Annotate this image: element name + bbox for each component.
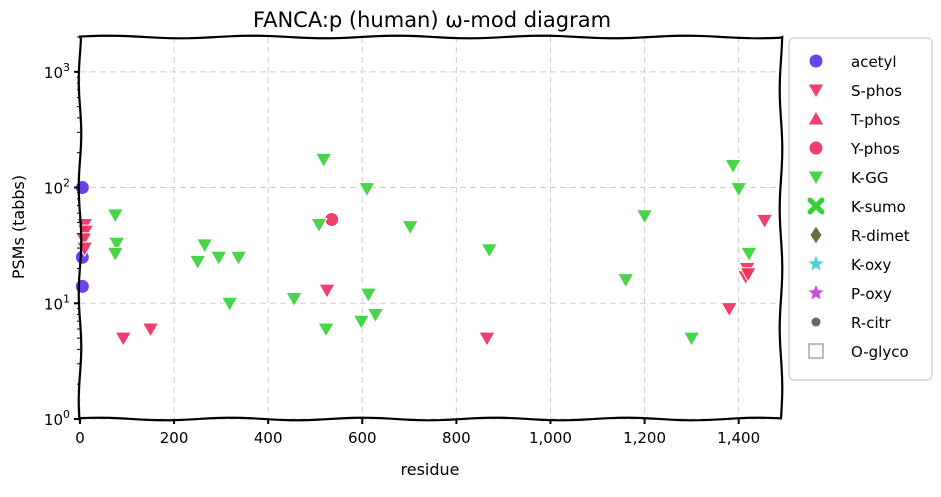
legend-label: K-oxy — [851, 256, 892, 274]
x-tick-label: 800 — [442, 429, 471, 447]
legend-marker — [808, 140, 824, 156]
x-tick-label: 1,000 — [529, 429, 572, 447]
data-point — [188, 254, 207, 271]
data-point — [366, 307, 385, 324]
data-point — [682, 331, 701, 348]
data-point — [720, 302, 739, 318]
legend-marker — [807, 197, 825, 215]
data-point — [107, 236, 126, 253]
legend-marker — [807, 170, 825, 187]
legend-label: T-phos — [850, 111, 900, 129]
data-point — [755, 213, 774, 230]
y-tick-label: 102 — [44, 177, 70, 198]
data-point — [740, 246, 758, 263]
y-tick-label: 100 — [44, 408, 70, 429]
data-point — [195, 238, 214, 254]
data-point — [285, 291, 303, 308]
data-point — [729, 182, 748, 198]
x-axis: 0 200 400 600 800 1,000 1,200 1,400 — [75, 419, 760, 447]
x-axis-label: residue — [401, 460, 460, 479]
grid — [79, 37, 781, 420]
legend-label: S-phos — [851, 82, 902, 100]
legend: acetyl S-phos T-phos Y-phos K-GG K-sumo R-dime… — [788, 37, 933, 381]
data-markers — [74, 152, 774, 348]
data-point — [739, 267, 757, 283]
legend-label: R-dimet — [851, 227, 910, 245]
data-point — [310, 217, 328, 234]
legend-marker — [807, 109, 825, 126]
legend-marker — [806, 282, 826, 302]
legend-marker — [809, 225, 823, 245]
legend-label: O-glyco — [851, 343, 909, 361]
data-point — [317, 322, 335, 338]
data-point — [74, 232, 93, 248]
legend-label: R-citr — [851, 314, 892, 332]
y-axis-label: PSMs (tabbs) — [9, 175, 28, 279]
y-tick-label: 101 — [44, 292, 70, 313]
chart-title: FANCA:p (human) ω-mod diagram — [253, 8, 611, 32]
legend-label: K-sumo — [851, 198, 906, 216]
data-point — [141, 322, 160, 338]
x-tick-label: 1,400 — [717, 429, 760, 447]
legend-marker — [808, 53, 824, 69]
data-point — [352, 314, 371, 331]
data-point — [480, 243, 499, 259]
plot-frame — [77, 34, 784, 422]
y-tick-label: 103 — [44, 61, 70, 82]
data-point — [724, 159, 742, 175]
data-point — [209, 250, 228, 267]
legend-marker — [806, 253, 826, 273]
legend-marker — [811, 317, 821, 327]
x-tick-label: 600 — [348, 429, 377, 447]
legend-frame — [788, 37, 933, 381]
data-point — [106, 246, 125, 263]
legend-marker — [808, 343, 824, 359]
data-point — [106, 208, 125, 224]
data-point — [314, 152, 333, 169]
data-point — [359, 287, 378, 304]
data-point — [114, 331, 133, 348]
legend-marker — [807, 83, 825, 100]
data-point — [401, 220, 420, 236]
data-point — [318, 283, 336, 300]
y-axis: 100 101 102 103 — [44, 36, 80, 429]
x-tick-label: 400 — [254, 429, 283, 447]
data-point — [616, 273, 635, 289]
x-tick-label: 200 — [160, 429, 189, 447]
legend-label: acetyl — [851, 53, 897, 71]
x-tick-label: 0 — [75, 429, 85, 447]
data-point — [478, 331, 496, 348]
data-point — [74, 278, 90, 294]
data-point — [358, 182, 376, 198]
legend-label: Y-phos — [850, 140, 900, 158]
data-point — [635, 209, 654, 225]
legend-label: P-oxy — [851, 285, 892, 303]
data-point — [220, 296, 239, 313]
legend-label: K-GG — [851, 169, 888, 187]
data-point — [229, 250, 248, 267]
x-tick-label: 1,200 — [623, 429, 666, 447]
